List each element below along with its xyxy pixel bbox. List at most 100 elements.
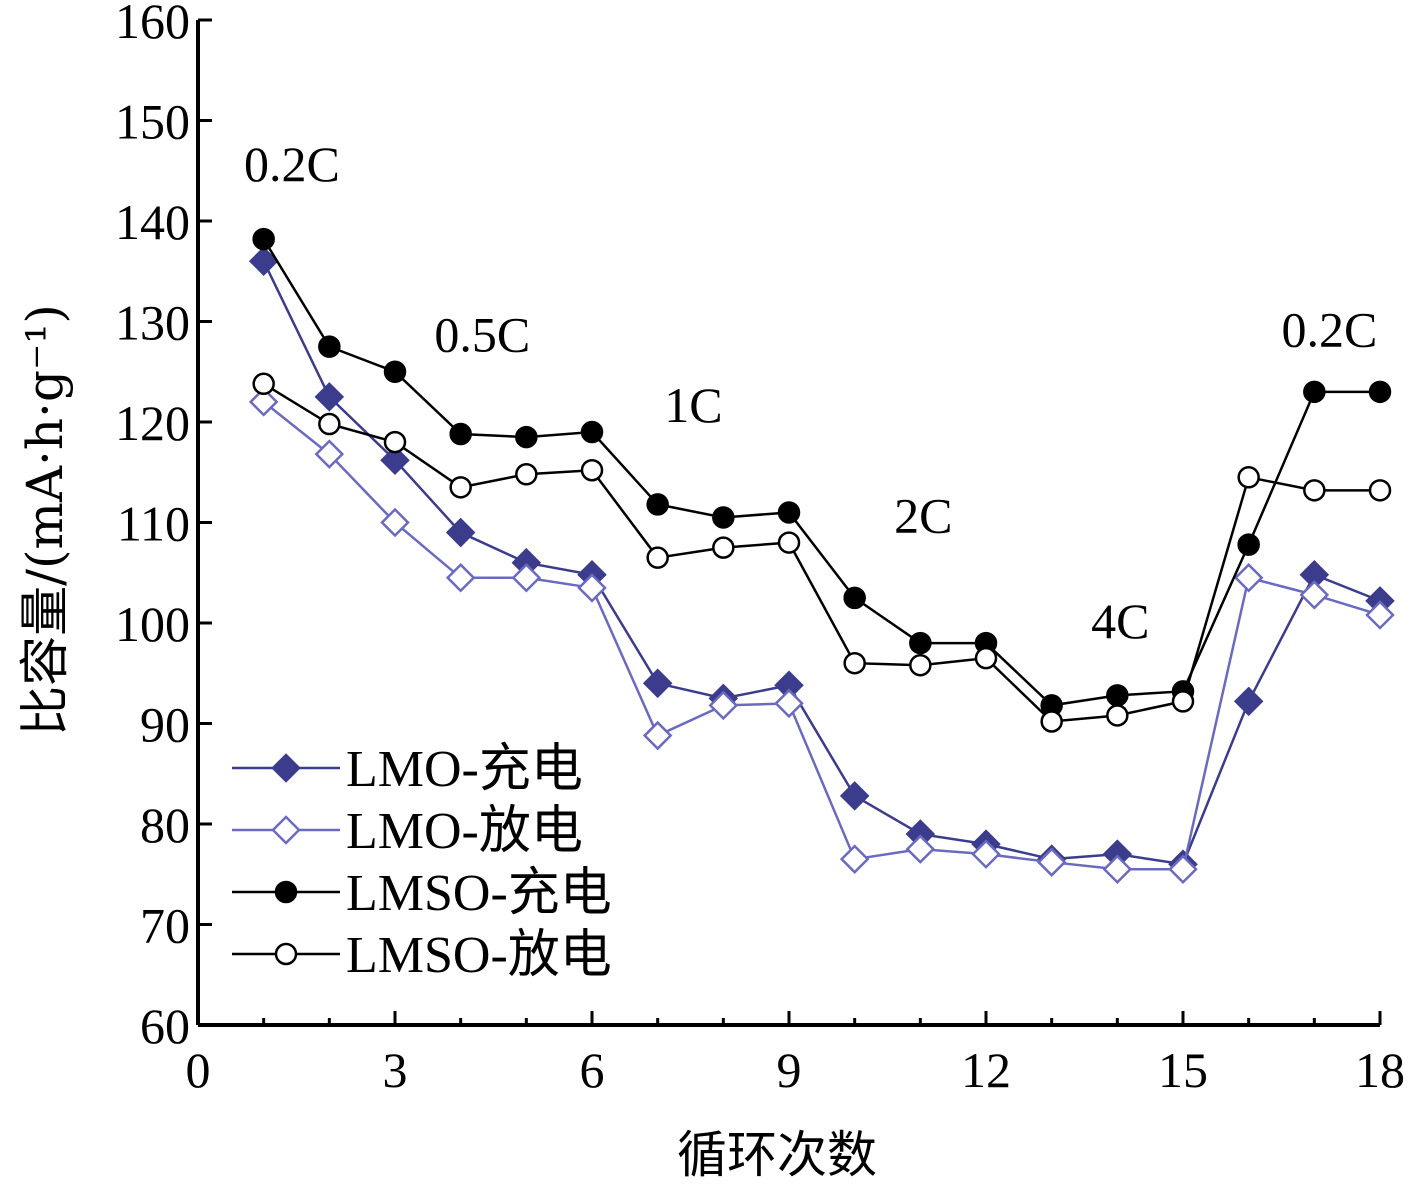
data-point	[314, 439, 345, 469]
data-point	[580, 458, 604, 482]
data-point	[580, 420, 604, 444]
x-tick-label: 3	[383, 1042, 408, 1098]
data-point	[318, 412, 341, 436]
data-point	[1168, 854, 1198, 884]
legend-marker	[274, 880, 298, 904]
data-point	[511, 563, 542, 593]
series-line	[262, 400, 1381, 871]
data-point	[839, 844, 870, 874]
data-point	[909, 631, 932, 655]
rate-label: 0.2C	[1282, 302, 1378, 358]
data-point	[383, 430, 407, 454]
data-point	[1106, 704, 1129, 727]
series-group	[248, 227, 1395, 884]
y-axis-title: 比容量/(mA·h·g⁻¹)	[16, 304, 74, 736]
data-point	[1233, 563, 1264, 593]
series-line	[262, 238, 1380, 707]
legend-marker	[274, 942, 298, 966]
data-point	[774, 688, 804, 719]
rate-label: 0.5C	[434, 307, 530, 363]
data-point	[515, 425, 538, 449]
series-line	[262, 260, 1381, 866]
x-tick-label: 0	[186, 1042, 211, 1098]
data-point	[909, 653, 932, 677]
annotations: 0.2C 0.5C 1C 2C 4C 0.2C	[244, 136, 1377, 649]
x-tick-label: 6	[580, 1042, 605, 1098]
data-point	[1368, 479, 1392, 502]
data-point	[1233, 686, 1264, 717]
x-tick-label: 15	[1158, 1042, 1208, 1098]
data-point	[449, 476, 472, 499]
data-point	[843, 586, 866, 610]
y-tick-label: 70	[140, 898, 190, 954]
data-point	[646, 546, 669, 569]
y-tick-label: 140	[115, 194, 190, 250]
legend-item: LMSO-充电	[232, 865, 612, 922]
data-point	[777, 501, 801, 524]
legend-marker	[271, 753, 301, 783]
data-point	[449, 422, 472, 446]
data-point	[777, 531, 801, 554]
y-tick-label: 60	[140, 998, 190, 1054]
data-point	[1237, 533, 1260, 556]
data-point	[445, 563, 476, 593]
data-point	[1171, 690, 1195, 713]
legend-item: LMO-充电	[232, 741, 583, 798]
data-point	[248, 246, 279, 276]
series-4	[252, 372, 1392, 733]
rate-label: 2C	[894, 488, 952, 544]
rate-label: 4C	[1091, 593, 1149, 649]
rate-label: 0.2C	[244, 136, 340, 192]
data-point	[1299, 580, 1330, 610]
data-point	[1237, 466, 1260, 489]
data-point	[708, 690, 739, 721]
data-point	[712, 506, 735, 529]
data-point	[642, 668, 673, 699]
data-point	[905, 834, 936, 864]
legend-label: LMSO-充电	[346, 865, 612, 922]
data-point	[839, 781, 870, 811]
series-2	[248, 387, 1395, 884]
data-point	[1040, 710, 1063, 733]
data-point	[1303, 479, 1326, 502]
data-point	[577, 573, 607, 603]
data-point	[318, 335, 341, 358]
series-3	[252, 227, 1392, 717]
data-point	[1102, 854, 1133, 884]
data-point	[1303, 380, 1326, 404]
data-point	[252, 372, 275, 396]
legend-item: LMSO-放电	[232, 927, 612, 984]
data-point	[1036, 847, 1067, 877]
series-line	[263, 382, 1380, 723]
rate-label: 1C	[664, 377, 722, 433]
x-axis-title: 循环次数	[677, 1126, 877, 1181]
y-tick-label: 90	[140, 697, 190, 753]
data-point	[712, 536, 735, 559]
y-tick-label: 120	[115, 395, 190, 451]
data-point	[383, 360, 407, 383]
y-tick-label: 110	[117, 496, 190, 552]
data-point	[248, 387, 279, 417]
data-point	[380, 507, 410, 538]
data-point	[1106, 684, 1129, 707]
x-tick-label: 18	[1355, 1042, 1405, 1098]
data-point	[646, 493, 669, 516]
data-point	[1365, 600, 1395, 630]
x-tick-label: 12	[961, 1042, 1011, 1098]
legend-label: LMO-放电	[346, 803, 583, 860]
data-point	[1368, 380, 1392, 404]
data-point	[445, 517, 476, 548]
y-tick-label: 150	[115, 94, 190, 150]
legend-item: LMO-放电	[232, 803, 583, 860]
y-tick-label: 160	[115, 0, 190, 49]
data-point	[314, 382, 345, 412]
x-tick-label: 9	[777, 1042, 802, 1098]
data-point	[515, 463, 538, 486]
data-point	[843, 651, 866, 675]
data-point	[252, 227, 275, 251]
legend-marker	[271, 815, 301, 845]
y-tick-label: 80	[140, 797, 190, 853]
